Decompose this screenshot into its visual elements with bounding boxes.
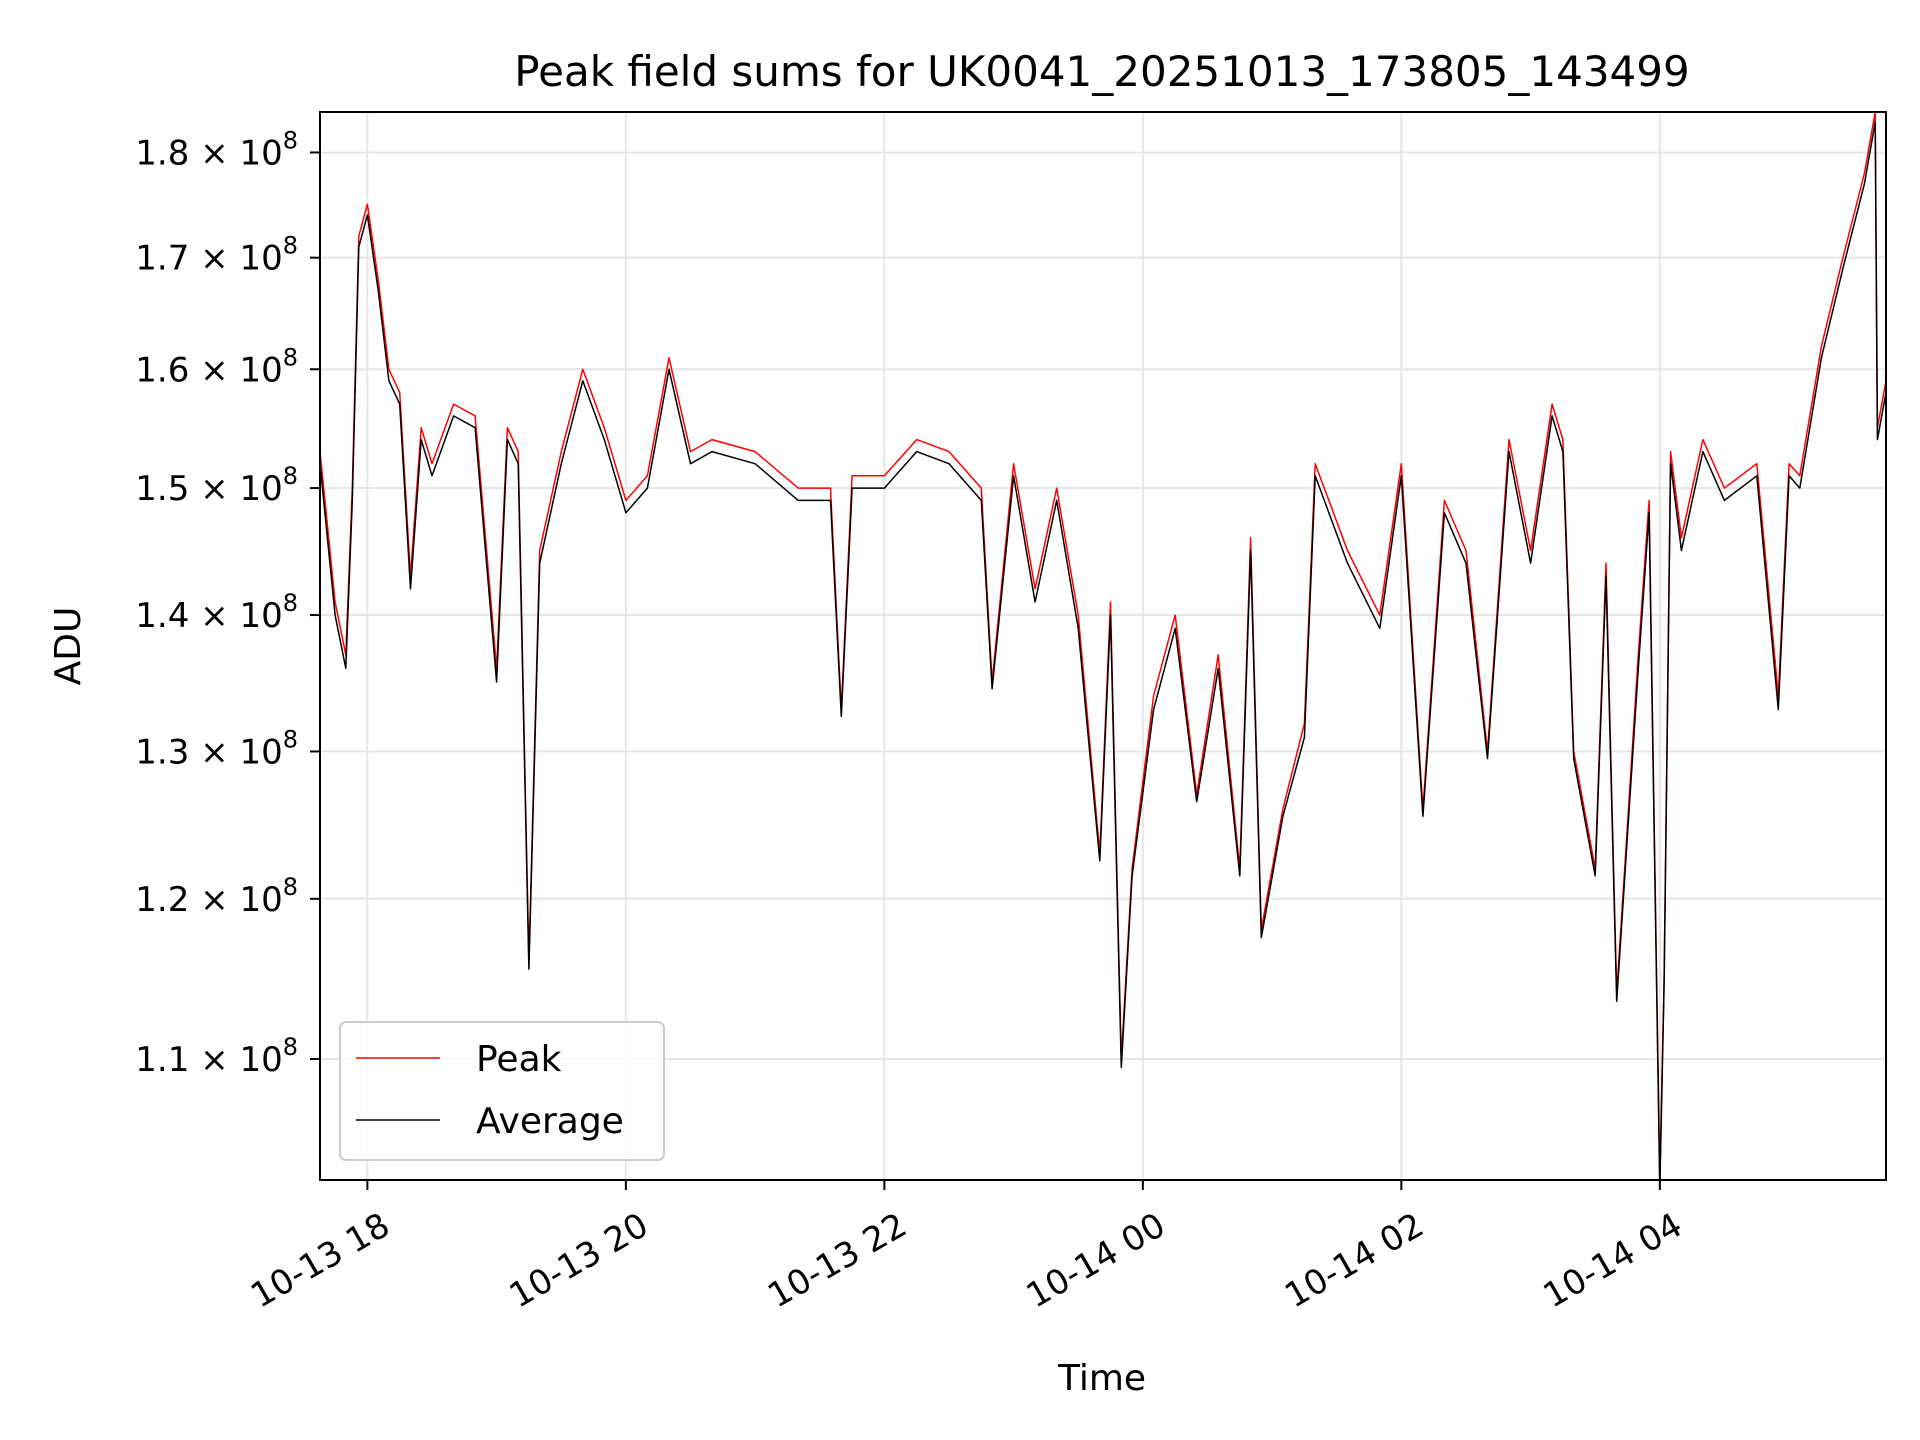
legend: Peak Average: [339, 1021, 665, 1161]
legend-label-peak: Peak: [476, 1039, 562, 1080]
grid: [320, 112, 1886, 1180]
legend-box: [339, 1021, 665, 1161]
y-tick-label-5: 1.6 × 108: [135, 343, 298, 390]
x-axis-label: Time: [1057, 1358, 1146, 1399]
plot-lines: [319, 111, 1887, 1190]
y-axis-label: ADU: [48, 607, 89, 686]
y-tick-label-4: 1.5 × 108: [135, 462, 298, 509]
chart-title: Peak field sums for UK0041_20251013_1738…: [514, 47, 1689, 96]
y-tick-label-2: 1.3 × 108: [135, 725, 298, 772]
plot-frame: [319, 111, 1887, 1181]
y-tick-label-3: 1.4 × 108: [135, 589, 298, 636]
legend-label-average: Average: [476, 1101, 624, 1142]
y-tick-label-6: 1.7 × 108: [135, 232, 298, 279]
y-tick-label-7: 1.8 × 108: [135, 126, 298, 173]
y-axis-ticks: 1.1 × 108 1.2 × 108 1.3 × 108 1.4 × 108 1.5 …: [135, 126, 320, 1080]
y-tick-label-1: 1.2 × 108: [135, 873, 298, 920]
series-line-average: [319, 121, 1887, 1190]
y-tick-label-0: 1.1 × 108: [135, 1033, 298, 1080]
